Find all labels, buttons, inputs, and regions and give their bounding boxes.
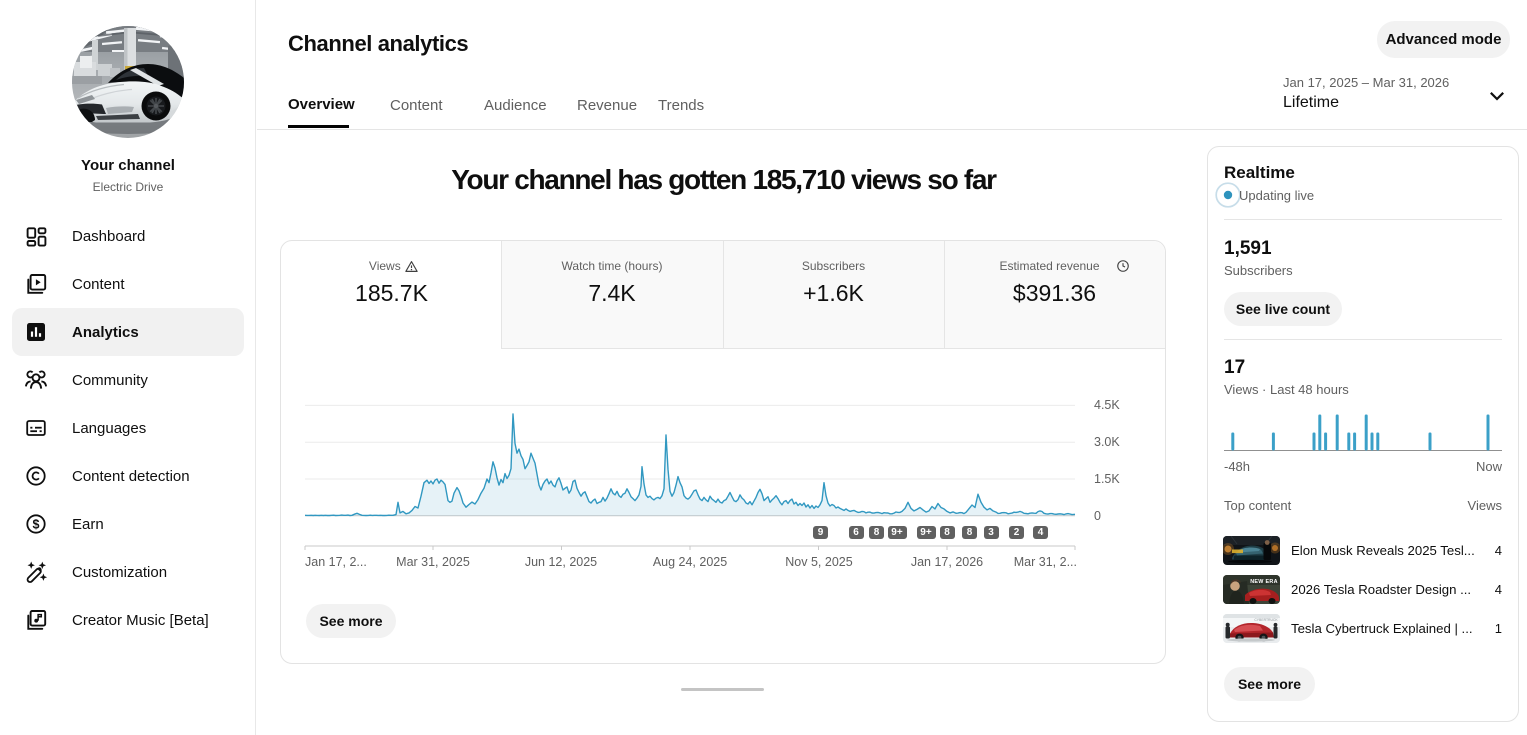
svg-text:NEW ERA: NEW ERA bbox=[1250, 579, 1278, 585]
svg-text:CYBERTRUCK: CYBERTRUCK bbox=[1254, 618, 1278, 622]
svg-text:$: $ bbox=[33, 517, 40, 531]
